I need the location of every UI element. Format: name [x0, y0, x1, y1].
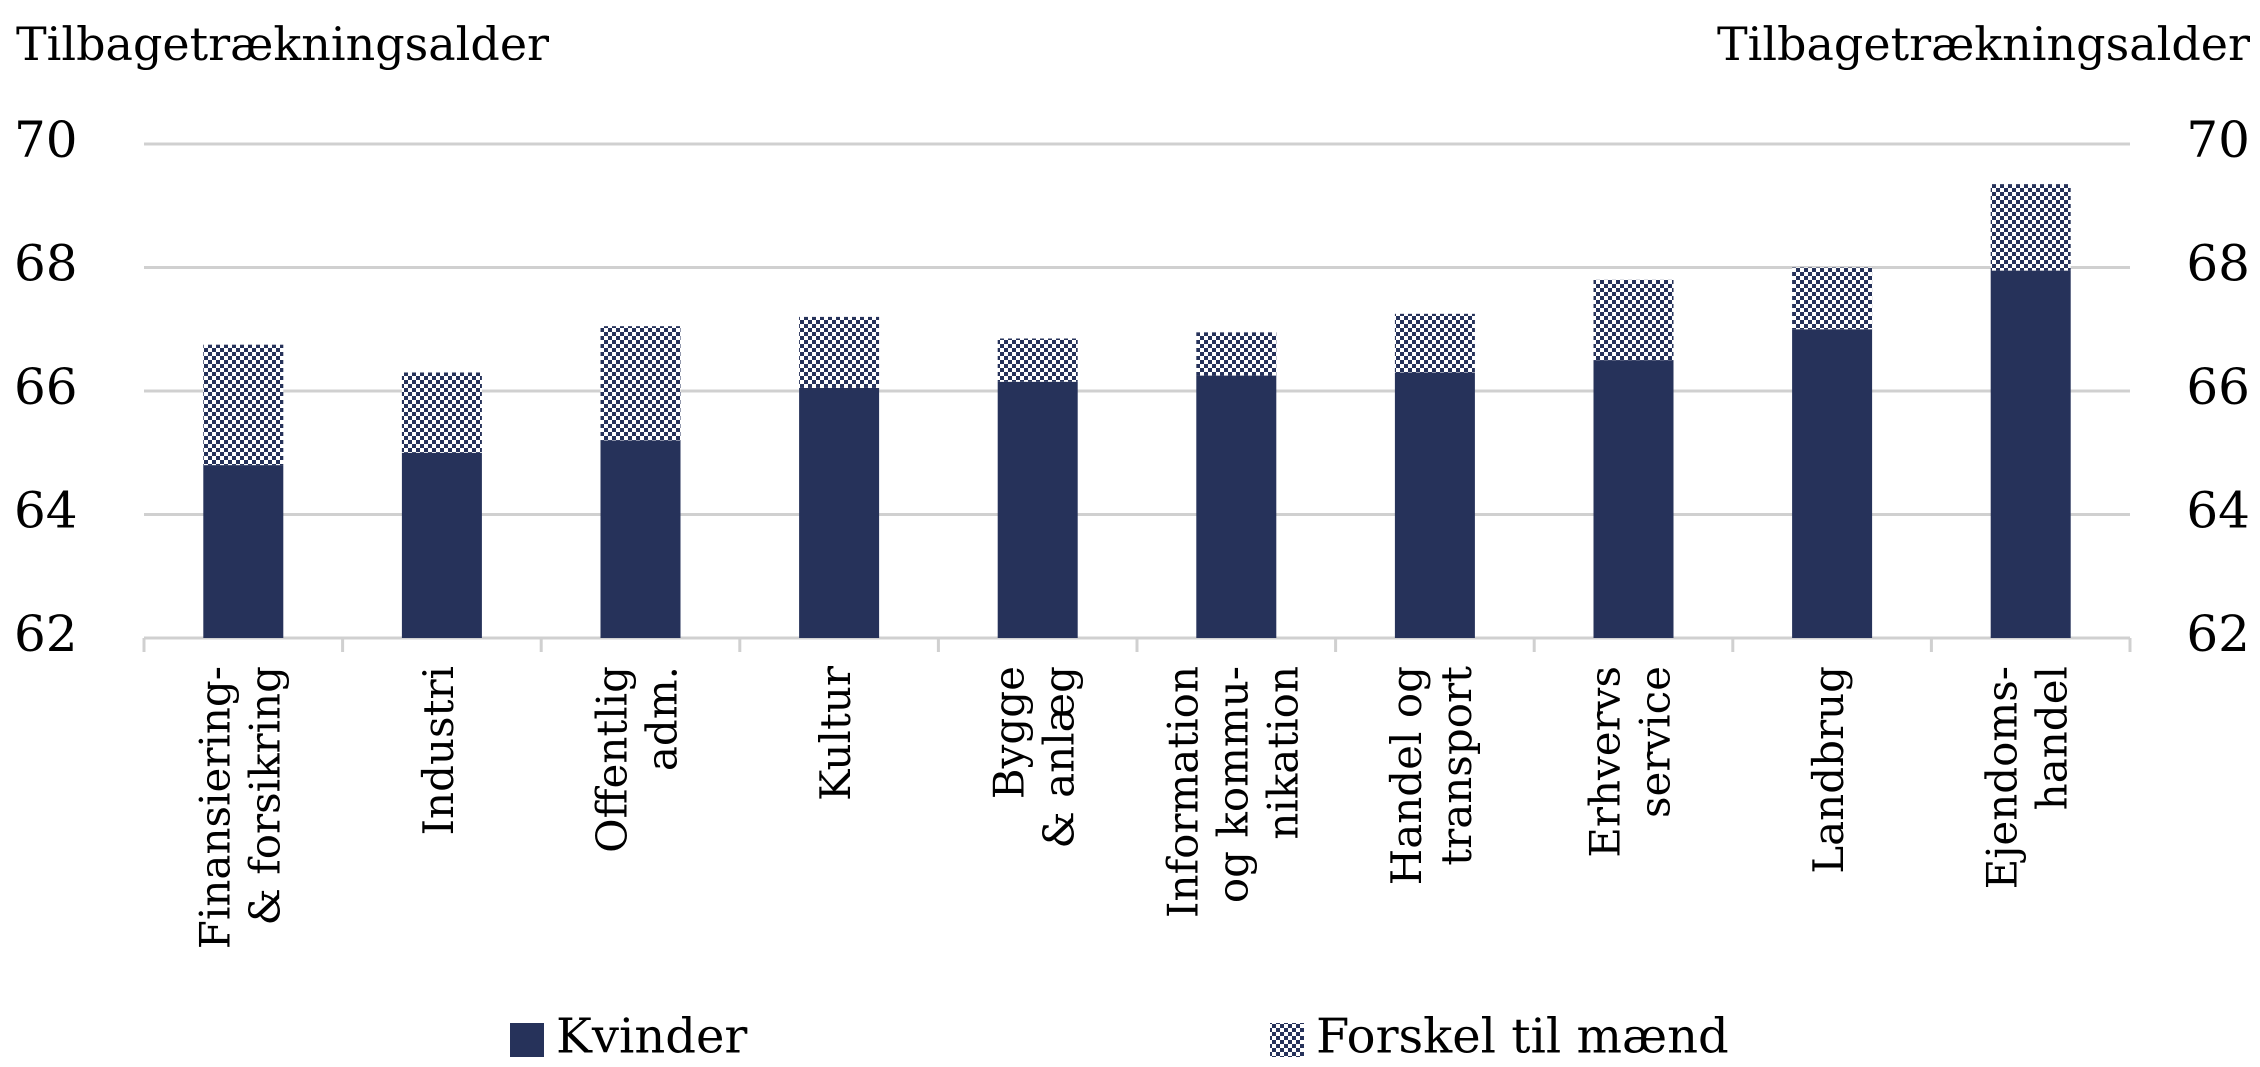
bar-segment — [1394, 313, 1475, 373]
x-tick-label: Informationog kommu-nikation — [1158, 666, 1307, 918]
bar-segment — [1196, 332, 1277, 376]
bar-segment — [203, 465, 284, 638]
legend-marker — [510, 1023, 544, 1057]
bar-segment — [997, 381, 1078, 638]
x-tick-label: Erhvervsservice — [1581, 666, 1680, 858]
x-tick-label: Offentligadm. — [588, 666, 687, 853]
bar-segment — [1593, 360, 1674, 638]
x-tick-label: Bygge& anlæg — [985, 666, 1084, 849]
bar-segment — [1792, 267, 1873, 330]
bar-segment — [1394, 372, 1475, 638]
bar-segment — [203, 344, 284, 466]
y-tick-label: 66 — [14, 358, 78, 416]
x-tick-label: Landbrug — [1804, 666, 1853, 874]
x-tick-label: Finansiering-& forsikring — [190, 666, 289, 949]
y-tick-label: 64 — [14, 482, 78, 540]
legend-marker — [1270, 1023, 1304, 1057]
y2-tick-label: 70 — [2186, 111, 2250, 169]
bar-segment — [600, 326, 681, 441]
y-tick-label: 68 — [14, 235, 78, 293]
y2-tick-label: 68 — [2186, 235, 2250, 293]
y2-tick-label: 66 — [2186, 358, 2250, 416]
y-tick-label: 62 — [14, 605, 78, 663]
bar-segment — [1990, 270, 2071, 638]
y-axis-title: Tilbagetrækningsalder — [16, 17, 549, 71]
legend-label: Kvinder — [556, 1009, 747, 1065]
bar-segment — [1196, 375, 1277, 638]
bar-segment — [1593, 279, 1674, 361]
bar-segment — [401, 452, 482, 638]
x-tick-label: Handel ogtransport — [1382, 666, 1481, 886]
legend-label: Forskel til mænd — [1316, 1009, 1729, 1065]
bar-segment — [997, 338, 1078, 382]
bar-segment — [401, 372, 482, 453]
y2-tick-label: 64 — [2186, 482, 2250, 540]
y2-tick-label: 62 — [2186, 605, 2250, 663]
bar-segment — [600, 440, 681, 638]
x-tick-label: Ejendoms-handel — [1978, 666, 2077, 889]
bar-segment — [1792, 329, 1873, 638]
y2-axis-title: Tilbagetrækningsalder — [1717, 17, 2250, 71]
bar-segment — [1990, 184, 2071, 271]
bar-segment — [799, 316, 880, 388]
y-tick-label: 70 — [14, 111, 78, 169]
x-tick-label: Kultur — [811, 665, 860, 801]
bar-segment — [799, 387, 880, 638]
x-tick-label: Industri — [414, 666, 463, 836]
